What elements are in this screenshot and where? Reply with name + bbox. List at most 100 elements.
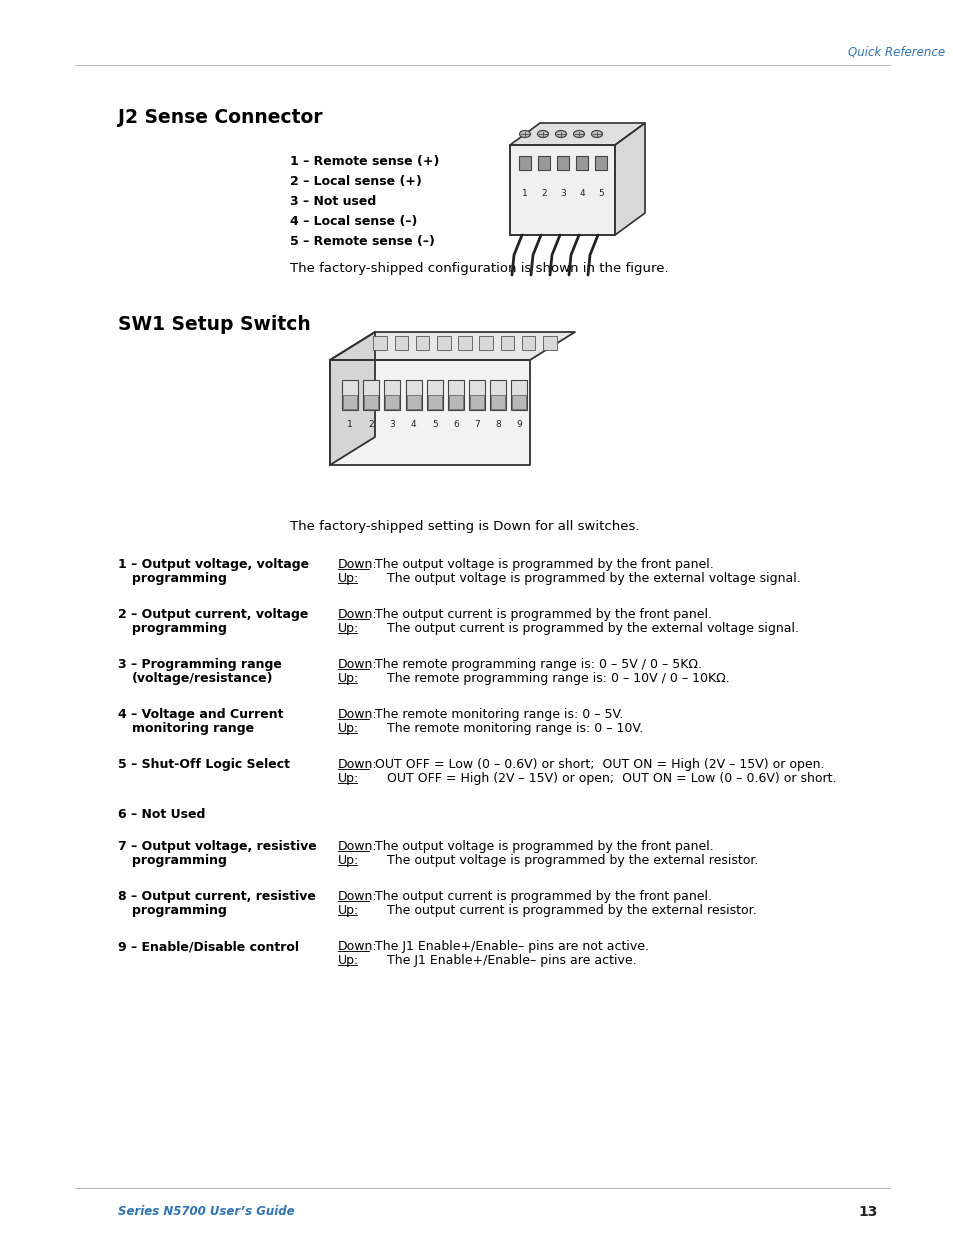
Text: Up:: Up: [337, 722, 359, 735]
Text: 1: 1 [347, 420, 353, 429]
Text: 3 – Not used: 3 – Not used [290, 195, 375, 207]
Text: 6: 6 [453, 420, 458, 429]
Text: The factory-shipped setting is Down for all switches.: The factory-shipped setting is Down for … [290, 520, 639, 534]
Bar [537, 156, 550, 170]
Text: programming: programming [132, 622, 227, 635]
Bar [500, 336, 514, 350]
Text: SW1 Setup Switch: SW1 Setup Switch [118, 315, 311, 333]
Text: Up:: Up: [337, 622, 359, 635]
Text: 9: 9 [516, 420, 521, 429]
Bar [490, 380, 506, 410]
Polygon shape [510, 124, 644, 144]
Bar [469, 380, 484, 410]
Text: The J1 Enable+/Enable– pins are not active.: The J1 Enable+/Enable– pins are not acti… [371, 940, 648, 953]
Text: 7: 7 [474, 420, 479, 429]
Ellipse shape [573, 131, 584, 137]
Text: The remote monitoring range is: 0 – 5V.: The remote monitoring range is: 0 – 5V. [371, 708, 622, 721]
Bar [491, 395, 505, 409]
Text: OUT OFF = Low (0 – 0.6V) or short;  OUT ON = High (2V – 15V) or open.: OUT OFF = Low (0 – 0.6V) or short; OUT O… [371, 758, 823, 771]
Text: 4: 4 [578, 189, 584, 198]
Text: 7 – Output voltage, resistive: 7 – Output voltage, resistive [118, 840, 316, 853]
Ellipse shape [591, 131, 602, 137]
Text: Down:: Down: [337, 758, 377, 771]
Text: 2 – Local sense (+): 2 – Local sense (+) [290, 175, 421, 188]
Ellipse shape [555, 131, 566, 137]
Bar [385, 395, 399, 409]
Text: 8 – Output current, resistive: 8 – Output current, resistive [118, 890, 315, 903]
Text: The output current is programmed by the front panel.: The output current is programmed by the … [371, 890, 711, 903]
Bar [374, 336, 387, 350]
Bar [511, 380, 527, 410]
Bar [416, 336, 429, 350]
Text: programming: programming [132, 853, 227, 867]
Text: The output current is programmed by the external resistor.: The output current is programmed by the … [358, 904, 756, 918]
Bar [341, 380, 357, 410]
Bar [363, 380, 378, 410]
Text: 2: 2 [540, 189, 546, 198]
Text: 3: 3 [559, 189, 565, 198]
Text: programming: programming [132, 572, 227, 585]
Text: OUT OFF = High (2V – 15V) or open;  OUT ON = Low (0 – 0.6V) or short.: OUT OFF = High (2V – 15V) or open; OUT O… [358, 772, 835, 785]
Text: Down:: Down: [337, 940, 377, 953]
Bar [557, 156, 568, 170]
Bar [426, 380, 442, 410]
Text: The remote programming range is: 0 – 10V / 0 – 10KΩ.: The remote programming range is: 0 – 10V… [358, 672, 729, 685]
Bar [447, 380, 463, 410]
FancyBboxPatch shape [510, 144, 615, 235]
Bar [395, 336, 408, 350]
Text: Up:: Up: [337, 572, 359, 585]
Text: 4: 4 [411, 420, 416, 429]
Text: 9 – Enable/Disable control: 9 – Enable/Disable control [118, 940, 298, 953]
Bar [405, 380, 421, 410]
Text: The remote programming range is: 0 – 5V / 0 – 5KΩ.: The remote programming range is: 0 – 5V … [371, 658, 701, 671]
Text: 5: 5 [598, 189, 603, 198]
Text: (voltage/resistance): (voltage/resistance) [132, 672, 274, 685]
Text: Down:: Down: [337, 558, 377, 571]
Text: 13: 13 [858, 1205, 877, 1219]
Text: Quick Reference    1: Quick Reference 1 [847, 46, 953, 58]
Text: The output current is programmed by the front panel.: The output current is programmed by the … [371, 608, 711, 621]
Ellipse shape [537, 131, 548, 137]
Text: 1 – Remote sense (+): 1 – Remote sense (+) [290, 156, 439, 168]
Text: The J1 Enable+/Enable– pins are active.: The J1 Enable+/Enable– pins are active. [358, 953, 636, 967]
Text: 1: 1 [521, 189, 527, 198]
Text: The output voltage is programmed by the external voltage signal.: The output voltage is programmed by the … [358, 572, 800, 585]
Text: Down:: Down: [337, 608, 377, 621]
Text: Down:: Down: [337, 658, 377, 671]
Bar [512, 395, 526, 409]
Text: 2: 2 [368, 420, 374, 429]
Bar [478, 336, 493, 350]
Text: 8: 8 [495, 420, 500, 429]
Text: Down:: Down: [337, 890, 377, 903]
Polygon shape [330, 332, 375, 466]
Text: The factory-shipped configuration is shown in the figure.: The factory-shipped configuration is sho… [290, 262, 668, 275]
Bar [521, 336, 535, 350]
Polygon shape [330, 359, 530, 466]
Text: Up:: Up: [337, 953, 359, 967]
Bar [343, 395, 356, 409]
Text: Up:: Up: [337, 772, 359, 785]
Bar [364, 395, 377, 409]
Bar [427, 395, 441, 409]
Text: J2 Sense Connector: J2 Sense Connector [118, 107, 322, 127]
Text: 1 – Output voltage, voltage: 1 – Output voltage, voltage [118, 558, 309, 571]
Bar [457, 336, 472, 350]
Text: 4 – Voltage and Current: 4 – Voltage and Current [118, 708, 283, 721]
Text: monitoring range: monitoring range [132, 722, 253, 735]
Text: Up:: Up: [337, 904, 359, 918]
Text: The output voltage is programmed by the front panel.: The output voltage is programmed by the … [371, 558, 713, 571]
Bar [470, 395, 483, 409]
Text: Up:: Up: [337, 853, 359, 867]
Text: Up:: Up: [337, 672, 359, 685]
Text: The remote monitoring range is: 0 – 10V.: The remote monitoring range is: 0 – 10V. [358, 722, 642, 735]
Text: 4 – Local sense (–): 4 – Local sense (–) [290, 215, 416, 228]
Bar [576, 156, 587, 170]
Bar [406, 395, 420, 409]
Text: The output voltage is programmed by the front panel.: The output voltage is programmed by the … [371, 840, 713, 853]
Text: 5 – Shut-Off Logic Select: 5 – Shut-Off Logic Select [118, 758, 290, 771]
Polygon shape [615, 124, 644, 235]
Ellipse shape [519, 131, 530, 137]
Bar [449, 395, 462, 409]
Bar [384, 380, 400, 410]
Text: 6 – Not Used: 6 – Not Used [118, 808, 205, 821]
